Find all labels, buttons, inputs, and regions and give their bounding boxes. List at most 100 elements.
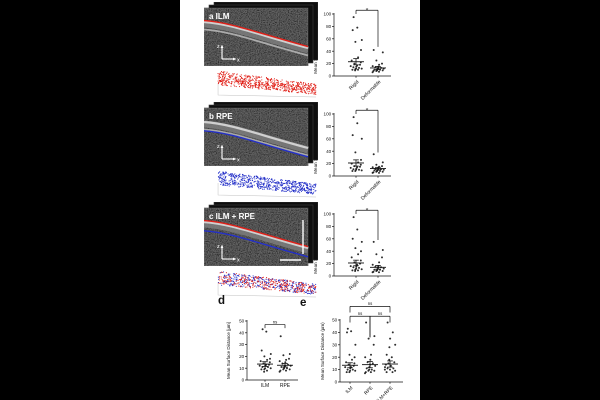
svg-text:40: 40: [326, 49, 332, 54]
svg-text:100: 100: [324, 212, 332, 217]
zx-axes-icon: z x: [217, 144, 240, 164]
point-cloud-c: [216, 268, 318, 298]
panel-b: b RPE z x 0 20 40 60 80 100 Mean Surface Dista…: [180, 100, 420, 200]
rpe-surface-line: [204, 230, 309, 258]
svg-text:0: 0: [329, 274, 332, 279]
svg-text:10: 10: [332, 367, 338, 372]
svg-text:80: 80: [326, 124, 332, 129]
svg-text:RPE: RPE: [363, 385, 374, 396]
svg-text:z: z: [217, 44, 220, 50]
point-cloud-svg-c: [217, 271, 317, 298]
svg-text:20: 20: [326, 261, 332, 266]
svg-text:*: *: [366, 7, 369, 14]
point-cloud-svg-b: [217, 171, 317, 198]
svg-text:80: 80: [326, 224, 332, 229]
retina-band: [204, 220, 309, 254]
svg-text:Rigid: Rigid: [348, 79, 360, 91]
cloud-axis-frame: [217, 83, 316, 98]
svg-text:ns: ns: [358, 311, 363, 316]
scatter-svg-e: 0 10 20 30 40 50 Mean Surface Distance (µm) ILM…: [320, 301, 403, 400]
svg-text:Deformable: Deformable: [360, 79, 383, 100]
ilm-surface-line: [204, 19, 309, 48]
svg-text:40: 40: [326, 149, 332, 154]
svg-text:100: 100: [324, 12, 332, 17]
point-cloud-svg-a: [217, 71, 317, 98]
svg-text:RPE: RPE: [280, 383, 291, 389]
scatter-svg-b: 0 20 40 60 80 100 Mean Surface Distance (µm) Ri…: [313, 107, 391, 200]
retina-band: [204, 120, 309, 154]
scatter-svg-d: 0 10 20 30 40 50 Mean Surface Distance [µm] ILM…: [226, 319, 298, 389]
svg-text:30: 30: [332, 342, 338, 347]
ilm-surface-line: [204, 219, 309, 248]
svg-text:40: 40: [239, 330, 245, 335]
scatter-plot-c: 0 20 40 60 80 100 Mean Surface Distance (µm) Ri…: [308, 200, 410, 300]
svg-text:x: x: [237, 258, 240, 264]
oct-title-c: c ILM + RPE: [209, 212, 256, 221]
point-cloud-b: [216, 168, 318, 198]
svg-text:0: 0: [329, 174, 332, 179]
svg-text:x: x: [237, 58, 240, 64]
scatter-plot-d: 0 10 20 30 40 50 Mean Surface Distance [µm] ILM…: [220, 302, 305, 400]
oct-bscan-c: c ILM + RPE z x: [204, 202, 318, 266]
svg-text:Deformable: Deformable: [360, 179, 383, 200]
rpe-surface-line: [204, 130, 309, 158]
retina-band: [204, 20, 309, 54]
panel-letter-d: d: [218, 295, 226, 307]
svg-text:ns: ns: [273, 319, 278, 324]
scatter-plot-e: 0 10 20 30 40 50 Mean Surface Distance (µm) ILM…: [316, 294, 420, 400]
oct-image-stack-a: a ILM z x: [204, 2, 318, 66]
scatter-svg-a: 0 20 40 60 80 100 Mean Surface Distance (µm) Ri…: [313, 7, 391, 100]
oct-bscan-a: a ILM z x: [204, 2, 318, 66]
figure-panel: a ILM z x 0 20 40 60 80 100 Mean Surface Dista…: [180, 0, 420, 400]
svg-text:40: 40: [332, 330, 338, 335]
scatter-svg-c: 0 20 40 60 80 100 Mean Surface Distance (µm) Ri…: [313, 207, 391, 300]
svg-text:40: 40: [326, 249, 332, 254]
scatter-plot-b: 0 20 40 60 80 100 Mean Surface Distance (µm) Ri…: [308, 100, 410, 200]
svg-text:Rigid: Rigid: [348, 179, 360, 191]
svg-text:ILM: ILM: [345, 385, 355, 395]
svg-text:ILM+RPE: ILM+RPE: [376, 385, 395, 400]
svg-text:100: 100: [324, 112, 332, 117]
svg-text:80: 80: [326, 24, 332, 29]
svg-text:20: 20: [326, 161, 332, 166]
svg-text:Mean Surface Distance (µm): Mean Surface Distance (µm): [313, 116, 318, 174]
svg-text:x: x: [237, 158, 240, 164]
svg-text:60: 60: [326, 136, 332, 141]
svg-text:*: *: [366, 107, 369, 114]
svg-text:*: *: [366, 207, 369, 214]
oct-title-a: a ILM: [209, 12, 230, 21]
oct-title-b: b RPE: [209, 112, 233, 121]
svg-text:Mean Surface Distance (µm): Mean Surface Distance (µm): [313, 216, 318, 274]
scatter-plot-a: 0 20 40 60 80 100 Mean Surface Distance (µm) Ri…: [308, 0, 410, 100]
cloud-axis-frame: [217, 183, 316, 198]
svg-text:60: 60: [326, 36, 332, 41]
svg-text:Mean Surface Distance (µm): Mean Surface Distance (µm): [313, 16, 318, 74]
svg-text:0: 0: [329, 74, 332, 79]
svg-text:50: 50: [332, 318, 338, 323]
point-cloud-a: [216, 68, 318, 98]
svg-text:20: 20: [239, 354, 245, 359]
svg-text:ns: ns: [368, 301, 373, 306]
panel-a: a ILM z x 0 20 40 60 80 100 Mean Surface Dista…: [180, 0, 420, 100]
zx-axes-icon: z x: [217, 244, 240, 264]
svg-text:Mean Surface Distance (µm): Mean Surface Distance (µm): [320, 322, 325, 380]
svg-text:ILM: ILM: [261, 383, 269, 389]
panel-letter-e: e: [300, 297, 307, 309]
svg-text:0: 0: [335, 380, 338, 385]
zx-axes-icon: z x: [217, 44, 240, 64]
cloud-axis-frame: [217, 283, 316, 298]
svg-text:z: z: [217, 144, 220, 150]
svg-text:60: 60: [326, 236, 332, 241]
svg-text:0: 0: [242, 378, 245, 383]
svg-text:10: 10: [239, 366, 245, 371]
svg-text:50: 50: [239, 319, 245, 324]
svg-text:Rigid: Rigid: [348, 279, 360, 291]
svg-text:Mean Surface Distance [µm]: Mean Surface Distance [µm]: [226, 322, 231, 379]
panel-c: c ILM + RPE z x 0 20 40 60 80 100 Mean Surface…: [180, 200, 420, 300]
oct-image-stack-c: c ILM + RPE z x: [204, 202, 318, 266]
svg-text:20: 20: [332, 355, 338, 360]
svg-text:30: 30: [239, 342, 245, 347]
oct-image-stack-b: b RPE z x: [204, 102, 318, 166]
svg-text:z: z: [217, 244, 220, 250]
